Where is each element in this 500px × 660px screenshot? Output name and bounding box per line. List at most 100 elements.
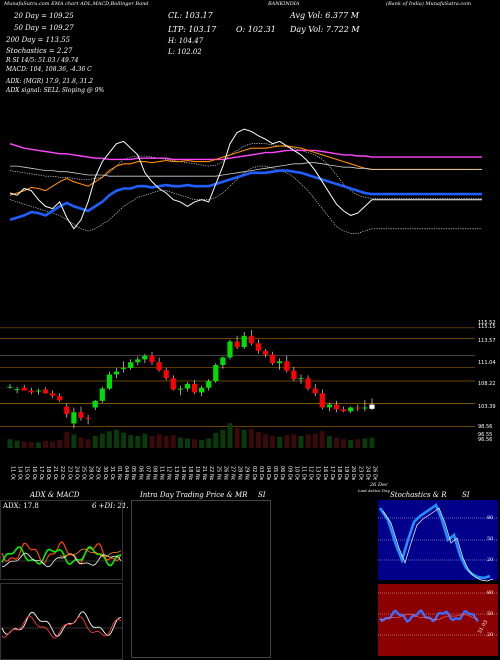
candle-body [121, 367, 127, 369]
volume-bar [7, 439, 13, 448]
candle-body [57, 396, 63, 401]
date-axis-label: 20 Dec [350, 466, 356, 480]
ltp-label: LTP: 103.17 [168, 25, 217, 34]
intraday-panel [131, 500, 271, 658]
adx-minus-di-line [1, 540, 122, 565]
date-axis-label: 30 Oct [102, 466, 108, 480]
date-axis-label: 18 Nov [187, 466, 193, 480]
date-axis-label: 24 Dec [364, 466, 370, 480]
date-axis-label: 16 Dec [322, 466, 328, 480]
price-axis-label: 96.56 [478, 437, 492, 443]
candle-body [71, 412, 77, 424]
candle-body [227, 341, 233, 358]
volume-bar [298, 436, 304, 448]
candle-body [156, 362, 162, 371]
volume-bar [64, 432, 70, 448]
date-axis-label: 04 Dec [265, 466, 271, 480]
adx-panel [0, 500, 123, 580]
date-axis-label: 11 Nov [159, 466, 165, 480]
candle-body [92, 400, 98, 408]
date-axis-label: 19 Dec [343, 466, 349, 480]
volume-bar [163, 436, 169, 448]
date-axis-label: 16 Oct [31, 466, 37, 480]
adx-signal-label: ADX signal: SELL Sloping @ 9% [6, 87, 105, 94]
price-axis-label: 115.52 [478, 320, 496, 326]
candle-body [163, 370, 169, 379]
candle-body [369, 404, 375, 409]
volume-bar [270, 436, 276, 448]
adx-line [1, 552, 122, 568]
avg-vol-label: Avg Vol: 6.377 M [290, 11, 359, 20]
candle-body [333, 404, 340, 410]
date-axis-label: 12 Dec [308, 466, 314, 480]
candle-body [170, 378, 176, 390]
volume-bar [199, 440, 205, 448]
stochastic-d-line [382, 507, 494, 582]
candle-body [142, 355, 148, 360]
date-axis-label: 05 Nov [130, 466, 136, 480]
volume-bar [177, 437, 183, 448]
date-axis-label: 26 Dec [372, 466, 378, 480]
low-label: L: 102.02 [168, 48, 202, 56]
intraday-si: SI [258, 491, 266, 499]
date-axis-label: 06 Nov [137, 466, 143, 480]
date-axis-label: 25 Nov [215, 466, 221, 480]
bollinger-lower-line [9, 165, 482, 234]
volume-bar [348, 440, 354, 448]
rsi-signal-line [379, 613, 479, 621]
candle-body [128, 362, 134, 368]
date-axis-label: 19 Nov [194, 466, 200, 480]
stoch-rsi-title: Stochastics & R [390, 491, 447, 499]
stochastic-lines [378, 502, 498, 582]
rsi-line [379, 609, 479, 624]
candle-body [14, 389, 20, 391]
volume-bars [7, 423, 375, 448]
price-axis-label: 108.22 [478, 381, 496, 387]
candle-body [305, 378, 311, 389]
day-vol-label: Day Vol: 7.722 M [290, 25, 360, 34]
volume-bar [369, 437, 375, 448]
date-axis-label: 17 Dec [329, 466, 335, 480]
date-axis-label: 06 Dec [279, 466, 285, 480]
candle-body [362, 407, 368, 409]
stoch-level-80: 80 [487, 515, 494, 521]
stochastic-k-line [378, 502, 491, 580]
ema-blue-line [9, 169, 482, 222]
volume-bar [248, 428, 254, 448]
price-axis-label: 111.04 [478, 360, 496, 366]
date-axis-label: 25 Oct [81, 466, 87, 480]
ema50-line [9, 145, 482, 196]
candle-body [298, 378, 304, 380]
volume-bar [28, 442, 34, 448]
stoch-si: SI [462, 491, 470, 499]
volume-bar [341, 439, 347, 448]
stochastics-label: Stochastics = 2.27 [6, 47, 73, 55]
volume-bar [142, 433, 148, 448]
candle-body [35, 390, 41, 392]
volume-bar [284, 435, 290, 448]
volume-bar [206, 438, 212, 448]
volume-bar [35, 442, 41, 448]
volume-bar [50, 441, 56, 448]
date-axis-label: 23 Oct [66, 466, 72, 480]
intraday-title: Intra Day Trading Price & MR [140, 491, 248, 499]
volume-bar [291, 434, 297, 448]
candle-body [206, 381, 212, 388]
stock-name: BANKINDIA [268, 1, 300, 7]
date-axis-label: 18 Oct [45, 466, 51, 480]
candle-body [78, 412, 84, 418]
date-axis-label: 22 Nov [208, 466, 214, 480]
volume-bar [99, 433, 105, 448]
volume-bar [43, 440, 48, 448]
volume-bar [220, 429, 226, 448]
ema200-label: 200 Day = 113.55 [6, 36, 71, 44]
stoch-level-20: 20 [487, 557, 494, 563]
ema50-label: 50 Day = 109.27 [14, 24, 74, 32]
stoch-level-50: 50 [487, 536, 494, 542]
adx-value: ADX: 17.8 [3, 502, 39, 510]
date-axis-label: 09 Dec [286, 466, 292, 480]
date-axis-label: 07 Nov [144, 466, 150, 480]
volume-bar [85, 439, 91, 448]
macd-lines [0, 611, 123, 639]
